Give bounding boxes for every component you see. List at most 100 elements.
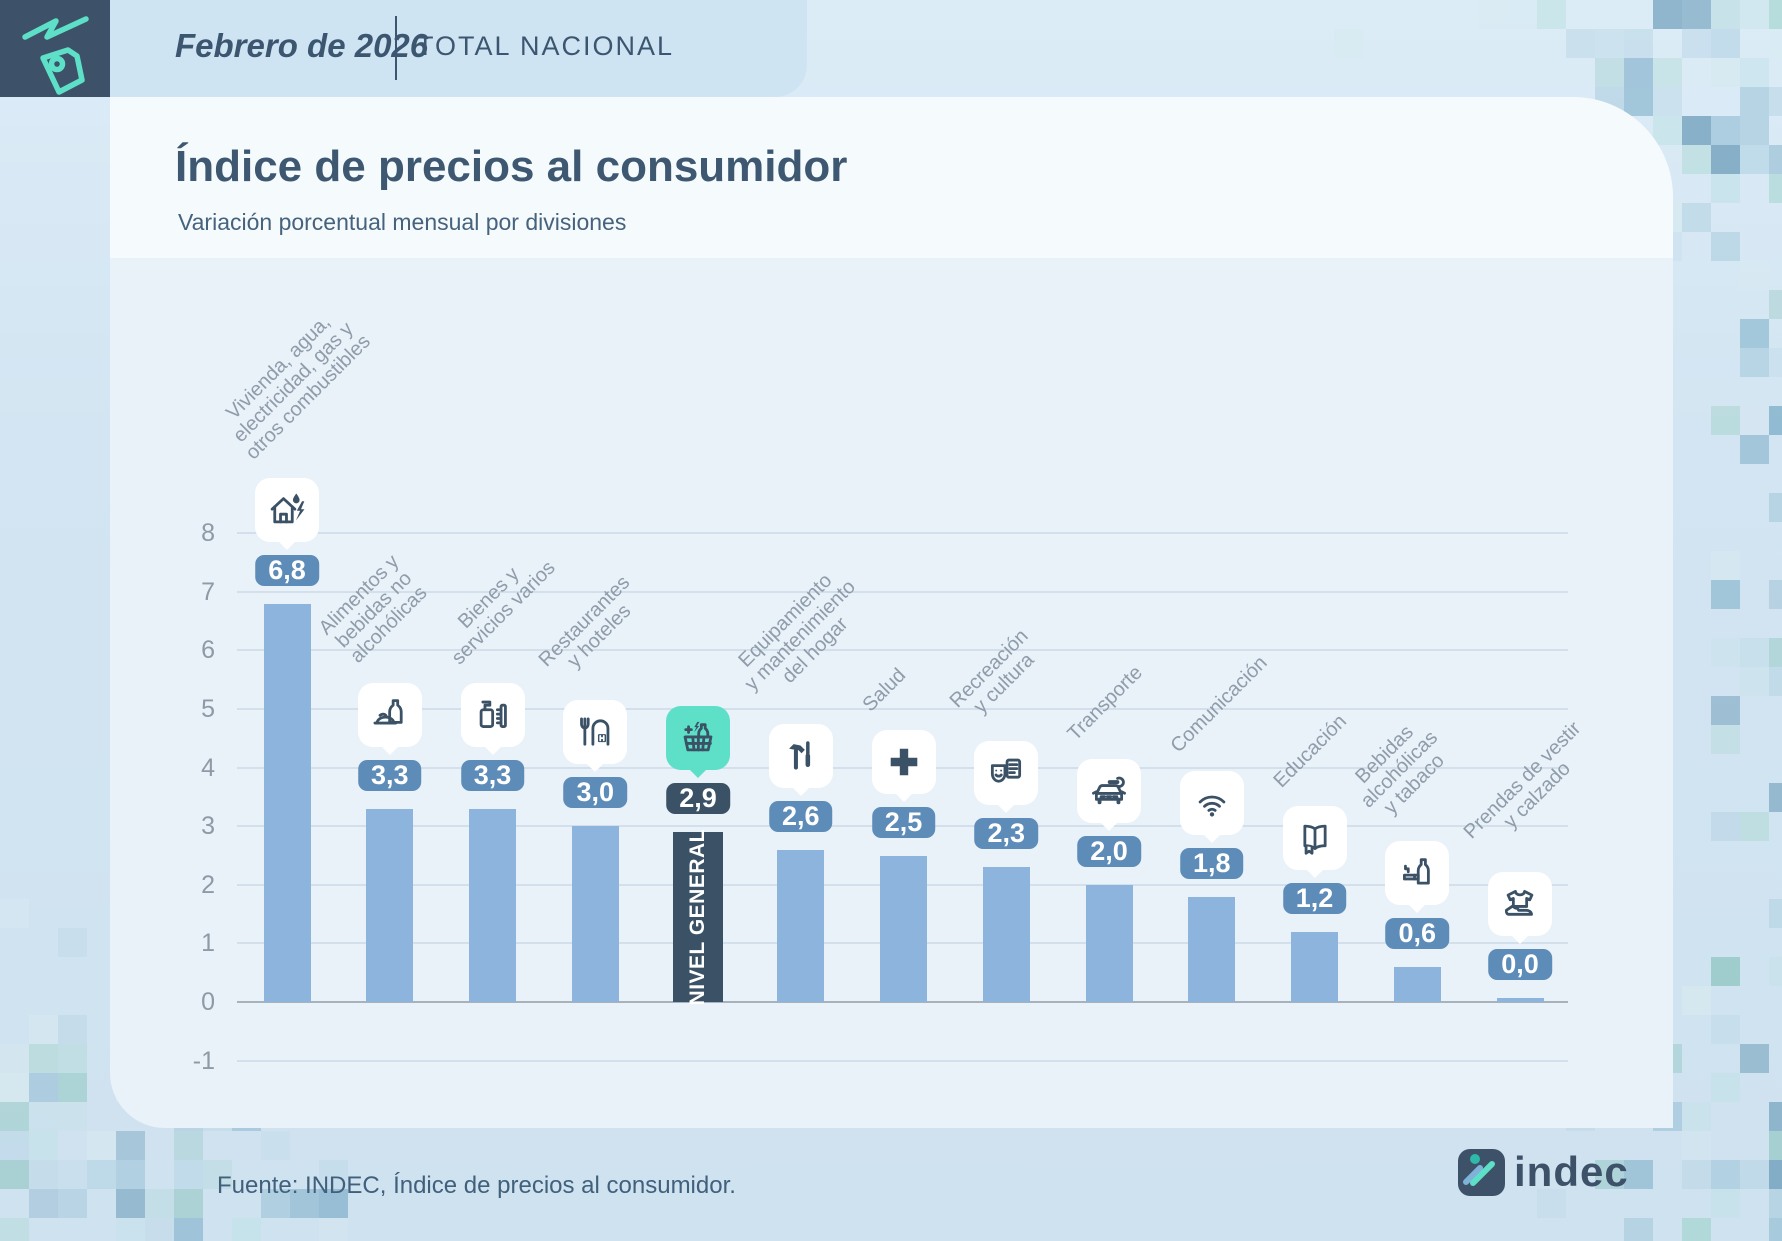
category-label: Transporte bbox=[1063, 661, 1147, 745]
mosaic-square bbox=[1682, 1218, 1711, 1241]
mosaic-square bbox=[1769, 1102, 1782, 1131]
source-note: Fuente: INDEC, Índice de precios al cons… bbox=[217, 1172, 736, 1199]
bar bbox=[982, 867, 1030, 1002]
page-title: Índice de precios al consumidor bbox=[175, 142, 848, 191]
y-axis-tick-label: 8 bbox=[201, 519, 215, 548]
mosaic-square bbox=[174, 1189, 203, 1218]
mosaic-square bbox=[319, 1218, 348, 1241]
mosaic-square bbox=[87, 1131, 116, 1160]
mosaic-square bbox=[29, 1102, 58, 1131]
mosaic-square bbox=[116, 1189, 145, 1218]
report-scope: TOTAL NACIONAL bbox=[417, 31, 675, 61]
mosaic-square bbox=[1769, 87, 1782, 116]
mosaic-square bbox=[1682, 0, 1711, 29]
mosaic-square bbox=[0, 1102, 29, 1131]
mosaic-square bbox=[1711, 145, 1740, 174]
y-axis-tick-label: 1 bbox=[201, 929, 215, 958]
mosaic-square bbox=[58, 1044, 87, 1073]
value-badge: 1,8 bbox=[1179, 847, 1244, 879]
mosaic-square bbox=[58, 1073, 87, 1102]
mosaic-square bbox=[174, 1131, 203, 1160]
mosaic-square bbox=[1711, 696, 1740, 725]
mosaic-square bbox=[1740, 638, 1769, 667]
mosaic-square bbox=[1537, 1189, 1566, 1218]
mosaic-square bbox=[58, 1102, 87, 1131]
bar bbox=[777, 849, 825, 1002]
mosaic-square bbox=[58, 928, 87, 957]
mosaic-square bbox=[1740, 667, 1769, 696]
mosaic-square bbox=[1711, 1189, 1740, 1218]
mosaic-square bbox=[1740, 58, 1769, 87]
nivel-general-bar-label: NIVEL GENERAL bbox=[686, 828, 709, 1006]
mosaic-square bbox=[1624, 29, 1653, 58]
mosaic-square bbox=[1711, 58, 1740, 87]
mosaic-square bbox=[1769, 783, 1782, 812]
mosaic-square bbox=[1595, 29, 1624, 58]
mosaic-square bbox=[0, 1218, 29, 1241]
mosaic-square bbox=[0, 1160, 29, 1189]
bar bbox=[880, 855, 927, 1002]
title-card: Índice de precios al consumidor Variació… bbox=[110, 97, 1673, 258]
mosaic-square bbox=[29, 1044, 58, 1073]
mosaic-square bbox=[1682, 1160, 1711, 1189]
y-axis-tick-label: -1 bbox=[192, 1046, 215, 1075]
gridline bbox=[237, 649, 1568, 652]
mosaic-square bbox=[58, 1160, 87, 1189]
culture-masks-icon bbox=[974, 741, 1039, 806]
mosaic-square bbox=[1479, 0, 1508, 29]
mosaic-square bbox=[1508, 0, 1537, 29]
mosaic-square bbox=[29, 1131, 58, 1160]
y-axis-tick-label: 2 bbox=[201, 870, 215, 899]
mosaic-square bbox=[1769, 1160, 1782, 1189]
header-band: Febrero de 2026 TOTAL NACIONAL bbox=[110, 0, 807, 97]
mosaic-square bbox=[116, 1160, 145, 1189]
mosaic-square bbox=[1682, 203, 1711, 232]
mosaic-square bbox=[1740, 319, 1769, 348]
mosaic-square bbox=[1682, 986, 1711, 1015]
bar bbox=[1496, 998, 1544, 1002]
mosaic-square bbox=[1769, 638, 1782, 667]
housing-energy-icon bbox=[255, 477, 319, 542]
mosaic-square bbox=[1624, 1218, 1653, 1241]
gridline bbox=[237, 708, 1568, 710]
chart-panel: 8 7 6 5 4 3 2 1 0 -1 6,8 Vivienda, agua, electricid… bbox=[110, 258, 1673, 1128]
mosaic-square bbox=[1769, 348, 1782, 377]
mosaic-square bbox=[29, 1073, 58, 1102]
mosaic-square bbox=[1711, 638, 1740, 667]
indec-wordmark: indec bbox=[1514, 1148, 1629, 1195]
mosaic-square bbox=[1769, 667, 1782, 696]
mosaic-square bbox=[1769, 1218, 1782, 1241]
y-axis-tick-label: 3 bbox=[201, 812, 215, 841]
value-badge: 2,3 bbox=[974, 818, 1039, 850]
ipc-price-tag-logo bbox=[0, 0, 110, 97]
wifi-icon bbox=[1179, 770, 1244, 835]
mosaic-square bbox=[1537, 0, 1566, 29]
mosaic-square bbox=[1769, 406, 1782, 435]
mosaic-square bbox=[0, 1073, 29, 1102]
mosaic-square bbox=[174, 1218, 203, 1241]
mosaic-square bbox=[1711, 551, 1740, 580]
mosaic-square bbox=[1653, 87, 1682, 116]
gridline bbox=[237, 532, 1568, 535]
mosaic-square bbox=[58, 1189, 87, 1218]
value-badge: 2,5 bbox=[871, 806, 936, 838]
mosaic-square bbox=[1682, 1102, 1711, 1131]
mosaic-square bbox=[1595, 1160, 1624, 1189]
mosaic-square bbox=[1740, 1044, 1769, 1073]
gridline bbox=[237, 1059, 1568, 1062]
mosaic-square bbox=[1769, 145, 1782, 174]
shopping-basket-icon bbox=[666, 706, 730, 771]
value-badge: 6,8 bbox=[255, 554, 319, 586]
category-label: Prendas de vestir y calzado bbox=[1459, 717, 1586, 844]
page-subtitle: Variación porcentual mensual por divisio… bbox=[178, 209, 627, 235]
mosaic-square bbox=[0, 899, 29, 928]
clothing-icon bbox=[1488, 872, 1552, 936]
category-label: Recreación y cultura bbox=[945, 625, 1039, 719]
value-badge: 0,6 bbox=[1385, 917, 1450, 949]
mosaic-square bbox=[1740, 406, 1769, 435]
mosaic-square bbox=[116, 1131, 145, 1160]
mosaic-square bbox=[1769, 580, 1782, 609]
value-badge: 3,0 bbox=[563, 777, 628, 809]
mosaic-square bbox=[1653, 58, 1682, 87]
